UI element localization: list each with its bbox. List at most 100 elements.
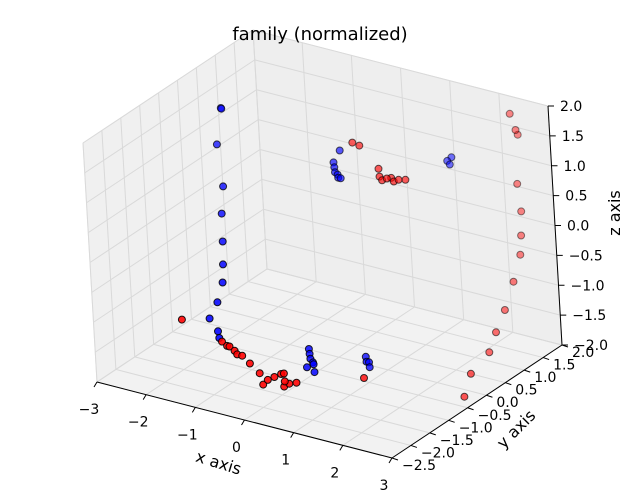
data-point (245, 359, 254, 368)
grid-line-z-left (86, 89, 257, 204)
x-tick-mark (142, 394, 147, 400)
z-tick-label: −2.0 (574, 338, 608, 354)
x-tick-mark (93, 381, 98, 388)
grid-line-x-bottom (293, 319, 464, 434)
z-axis-label: z axis (605, 190, 624, 236)
x-tick-label: −2 (128, 415, 149, 431)
data-point (218, 337, 226, 346)
data-point (205, 314, 214, 323)
data-point (509, 277, 518, 286)
grid-line-z-back (266, 268, 563, 346)
y-tick-label: −2.5 (402, 458, 436, 474)
y-tick-label: 1.5 (553, 358, 575, 374)
x-tick-label: 2 (330, 465, 339, 481)
y-tick-mark (410, 444, 418, 448)
x-tick-label: 0 (232, 440, 241, 456)
data-point (213, 298, 222, 307)
axis-panes (82, 29, 564, 459)
z-tick-label: 2.0 (560, 99, 582, 115)
data-point (355, 141, 364, 150)
x-tick-label: −1 (177, 427, 198, 443)
x-tick-mark (241, 419, 245, 426)
y-tick-label: −0.5 (478, 408, 512, 424)
grid-line-z-back (254, 59, 550, 137)
data-point (513, 179, 522, 188)
grid-line-y-bottom (229, 293, 525, 371)
data-point (310, 368, 319, 377)
data-point (336, 174, 345, 183)
data-point (335, 146, 344, 155)
data-point (513, 130, 522, 139)
y-tick-mark (486, 394, 493, 398)
grid-line-y-bottom (191, 318, 487, 396)
grid-line-x-bottom (145, 281, 317, 396)
data-point (214, 327, 222, 336)
y-tick-mark (448, 419, 455, 423)
y-tick-mark (429, 432, 436, 436)
z-tick-label: −1.5 (572, 308, 606, 324)
data-point (394, 175, 403, 184)
grid-line-z-back (256, 89, 552, 167)
data-point (360, 374, 368, 382)
x-tick-label: −3 (79, 402, 100, 418)
data-point (212, 140, 221, 149)
data-point (177, 315, 186, 324)
data-point (365, 363, 374, 372)
data-point (292, 378, 301, 387)
grid-line-z-left (96, 268, 268, 383)
grid-line-z-back (265, 238, 561, 316)
data-point (445, 160, 454, 169)
x-tick-mark (191, 407, 196, 413)
grid-line-y-bottom (210, 306, 506, 384)
x-tick-label: 1 (281, 453, 290, 469)
data-point (303, 363, 311, 372)
y-tick-label: 2.0 (572, 345, 594, 361)
chart-title: family (normalized) (232, 24, 407, 45)
data-points (177, 104, 526, 401)
data-point (263, 375, 272, 384)
grid-line-y-bottom (153, 343, 449, 421)
grid-line-z-back (252, 29, 549, 107)
data-point (505, 109, 514, 118)
data-point (279, 369, 288, 378)
data-point (217, 104, 226, 113)
data-point (517, 231, 526, 240)
y-tick-label: 1.0 (534, 370, 556, 386)
grid-line-z-left (93, 208, 264, 323)
data-point (225, 342, 234, 351)
x-tick-mark (388, 457, 393, 464)
y-tick-label: −1.0 (459, 420, 493, 436)
y-tick-label: −1.5 (440, 433, 474, 449)
z-tick-label: 0.5 (565, 189, 587, 205)
data-point (500, 306, 509, 314)
y-tick-mark (524, 369, 531, 373)
data-point (401, 175, 410, 184)
y-tick-mark (467, 407, 474, 411)
data-point (309, 360, 318, 369)
data-point (270, 373, 279, 381)
y-tick-label: −2.0 (421, 445, 455, 461)
data-point (218, 237, 227, 246)
y-tick-mark (391, 457, 399, 461)
grid-line-x-bottom (244, 306, 415, 421)
z-tick-label: 1.5 (562, 129, 584, 145)
y-axis-line (391, 344, 563, 459)
data-point (460, 392, 469, 401)
z-tick-label: 1.0 (564, 159, 586, 175)
data-point (492, 328, 500, 337)
data-point (259, 380, 268, 389)
grid-line-z-back (259, 149, 556, 226)
grid-line-z-left (87, 119, 259, 234)
data-point (348, 138, 357, 147)
data-point (516, 250, 525, 259)
grid-line-y-bottom (247, 281, 544, 359)
z-tick-label: −1.0 (571, 278, 605, 294)
data-point (485, 348, 494, 357)
grid-line-y-bottom (134, 356, 430, 434)
y-tick-mark (542, 357, 550, 361)
grid-line-z-left (84, 59, 256, 174)
data-point (511, 126, 520, 134)
x-tick-mark (339, 445, 344, 451)
